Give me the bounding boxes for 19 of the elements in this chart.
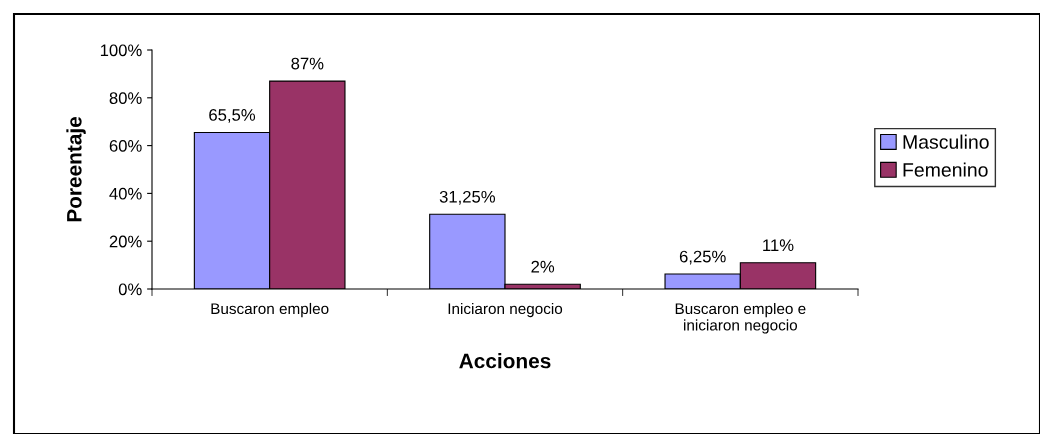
y-tick-label: 20% [109, 235, 142, 248]
data-label: 87% [291, 57, 324, 70]
x-axis-title: Acciones [459, 353, 551, 369]
legend-label: Femenino [903, 162, 988, 177]
x-tick-label: Iniciaron negocio [448, 302, 563, 318]
x-tick-label: Buscaron empleo [211, 302, 329, 318]
y-tick-label: 40% [109, 187, 142, 200]
y-tick-label: 0% [118, 283, 142, 296]
data-label: 6,25% [679, 250, 726, 265]
y-tick-label: 60% [109, 140, 142, 152]
y-tick-label: 100% [100, 44, 142, 57]
legend-label: Masculino [903, 134, 989, 149]
data-label: 31,25% [439, 190, 496, 205]
x-tick-label: Buscaron empleo e iniciaron negocio [675, 302, 806, 334]
data-label: 2% [531, 260, 555, 273]
data-label: 11% [763, 239, 794, 252]
y-axis-title: Poreentaje [66, 116, 86, 222]
y-tick-label: 80% [109, 92, 142, 104]
data-label: 65,5% [209, 109, 256, 123]
